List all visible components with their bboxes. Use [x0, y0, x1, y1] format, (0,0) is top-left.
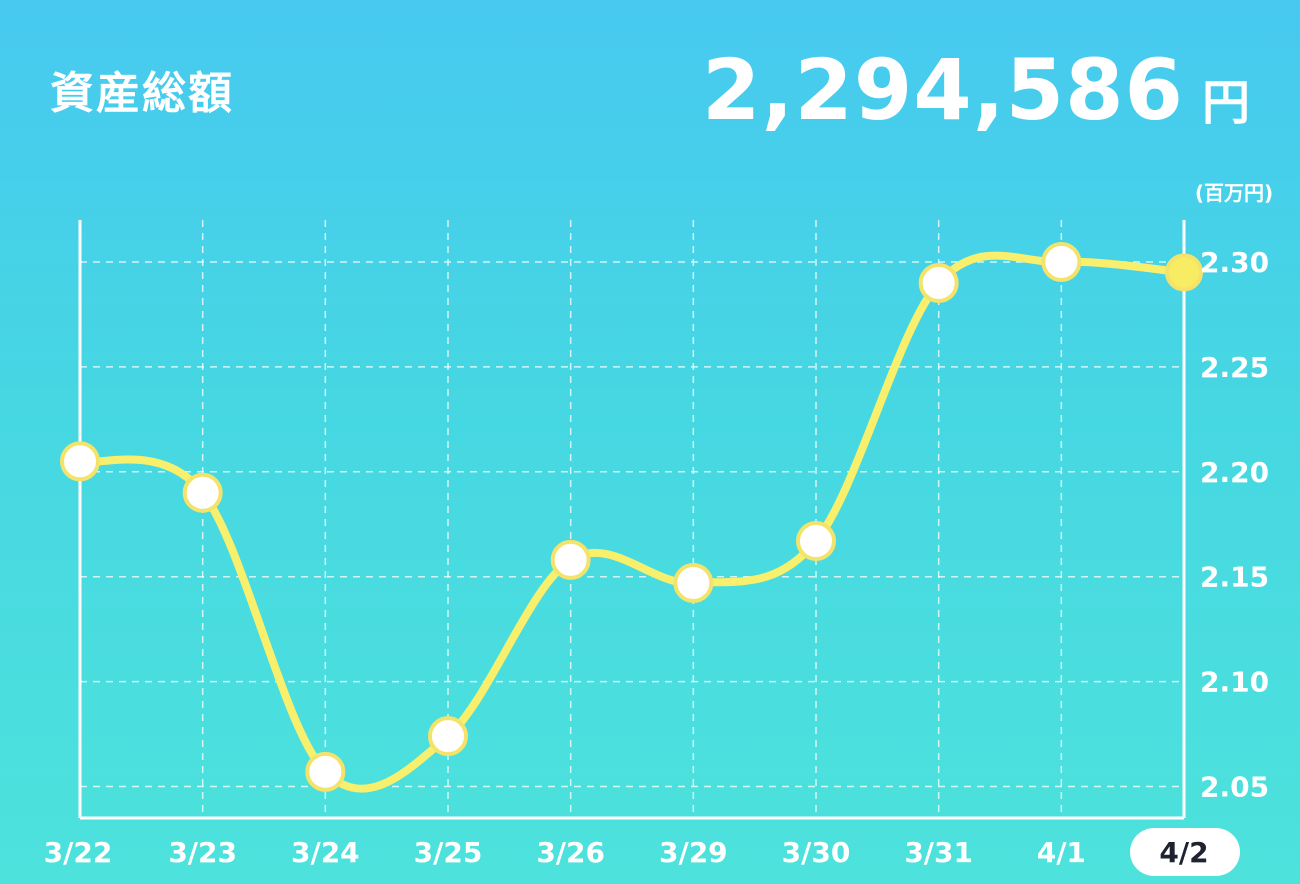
- y-tick-label: 2.05: [1200, 771, 1269, 804]
- x-tick-label[interactable]: 3/30: [782, 836, 851, 869]
- data-point[interactable]: [182, 472, 223, 513]
- grid-layer: [80, 220, 1184, 818]
- data-point[interactable]: [1041, 241, 1082, 282]
- data-point[interactable]: [550, 539, 591, 580]
- point-layer: [60, 241, 1203, 792]
- data-point[interactable]: [796, 521, 836, 562]
- y-tick-labels: 2.30 2.25 2.20 2.15 2.10 2.05: [1200, 246, 1269, 804]
- series-line: [76, 251, 1188, 793]
- total-assets-title: 資産総額: [50, 68, 234, 119]
- x-tick-label[interactable]: 3/26: [536, 836, 605, 869]
- selected-date-pill[interactable]: [1130, 828, 1240, 876]
- y-tick-label: 2.10: [1200, 666, 1269, 699]
- x-tick-labels: 3/22 3/23 3/24 3/25 3/26 3/29 3/30 3/31 4/1 4/2: [44, 828, 1240, 876]
- total-assets-amount: 2,294,586 円: [702, 48, 1250, 132]
- x-tick-label[interactable]: 3/22: [44, 836, 113, 869]
- x-tick-label[interactable]: 3/24: [291, 836, 360, 869]
- line-layer: [76, 251, 1188, 793]
- data-point[interactable]: [305, 751, 346, 792]
- x-tick-label[interactable]: 3/29: [659, 836, 728, 869]
- data-point[interactable]: [673, 562, 714, 603]
- total-assets-value: 2,294,586: [702, 41, 1184, 139]
- x-tick-label-selected[interactable]: 4/2: [1159, 836, 1208, 869]
- x-tick-label[interactable]: 4/1: [1037, 836, 1086, 869]
- y-tick-label: 2.25: [1200, 351, 1269, 384]
- y-tick-label: 2.20: [1200, 456, 1269, 489]
- y-unit-label: (百万円): [1195, 181, 1273, 205]
- data-point[interactable]: [60, 441, 100, 482]
- x-tick-label[interactable]: 3/25: [414, 836, 483, 869]
- y-tick-label: 2.15: [1200, 561, 1269, 594]
- x-tick-label[interactable]: 3/31: [904, 836, 973, 869]
- data-point[interactable]: [918, 262, 959, 303]
- axis-layer: [78, 220, 1186, 820]
- data-point-selected[interactable]: [1165, 253, 1203, 292]
- total-assets-unit: 円: [1201, 75, 1250, 131]
- x-tick-label[interactable]: 3/23: [168, 836, 237, 869]
- data-point[interactable]: [428, 716, 468, 757]
- y-tick-label: 2.30: [1200, 246, 1269, 279]
